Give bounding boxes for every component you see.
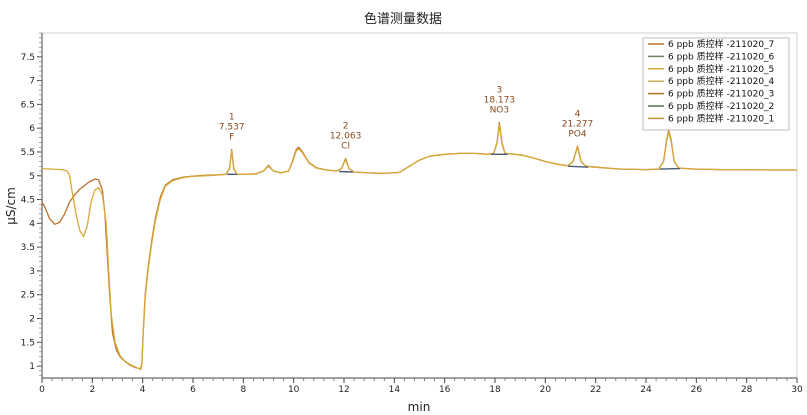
peak-number: 1	[229, 113, 235, 123]
x-tick-label: 18	[489, 385, 501, 395]
x-tick-label: 24	[640, 385, 652, 395]
x-tick-label: 30	[791, 385, 803, 395]
y-tick-label: 1.5	[21, 338, 35, 348]
peak-time: 21.277	[562, 119, 594, 129]
peak-number: 4	[575, 109, 581, 119]
y-tick-label: 2.5	[21, 291, 35, 301]
baseline-layer	[227, 153, 681, 175]
peak-number: 2	[343, 122, 349, 132]
legend: 6 ppb 质控样 -211020_76 ppb 质控样 -211020_66 …	[642, 37, 790, 131]
series-line-2	[41, 123, 797, 370]
legend-entry: 6 ppb 质控样 -211020_2	[668, 100, 774, 112]
peak-time: 18.173	[484, 95, 516, 105]
x-ticks: 0 2 4 6 8 10 12 14 16 18 20 22 24 26 28 30	[39, 378, 803, 395]
x-tick-label: 2	[89, 385, 95, 395]
x-tick-label: 16	[439, 385, 451, 395]
x-tick-label: 22	[590, 385, 601, 395]
legend-entry: 6 ppb 质控样 -211020_1	[668, 112, 774, 124]
y-ticks: 1 1.5 2 2.5 3 3.5 4 4.5 5 5.5 6 6.5 7 7.5	[21, 32, 42, 376]
y-tick-label: 4.5	[21, 196, 35, 206]
x-tick-label: 12	[338, 385, 349, 395]
peak-name: F	[229, 133, 234, 143]
x-tick-label: 10	[288, 385, 300, 395]
y-tick-label: 3	[29, 267, 35, 277]
peak-baseline	[659, 167, 681, 170]
peak-baseline	[338, 170, 353, 173]
y-tick-label: 2	[29, 315, 35, 325]
y-tick-label: 3.5	[21, 243, 35, 253]
x-tick-label: 20	[540, 385, 552, 395]
legend-entry: 6 ppb 质控样 -211020_4	[668, 75, 775, 87]
legend-entry: 6 ppb 质控样 -211020_5	[668, 63, 774, 75]
peak-name: PO4	[568, 129, 587, 139]
series-layer	[41, 121, 797, 371]
x-axis-label: min	[408, 400, 431, 414]
peak-time: 12.063	[330, 132, 362, 142]
legend-entry: 6 ppb 质控样 -211020_6	[668, 50, 775, 62]
x-tick-label: 4	[140, 385, 146, 395]
legend-entry: 6 ppb 质控样 -211020_3	[668, 88, 774, 100]
y-tick-label: 7.5	[21, 53, 35, 63]
y-axis-label: µS/cm	[4, 187, 18, 225]
y-tick-label: 4	[29, 219, 35, 229]
peak-number: 3	[496, 85, 502, 95]
y-tick-label: 1	[29, 362, 35, 372]
x-tick-label: 6	[190, 385, 196, 395]
chart-title: 色谱测量数据	[364, 11, 442, 27]
y-tick-label: 6	[29, 124, 35, 134]
y-tick-label: 5	[29, 172, 35, 182]
peak-name: NO3	[490, 105, 510, 115]
peak-baseline	[567, 165, 589, 168]
x-tick-label: 14	[389, 385, 401, 395]
x-tick-label: 28	[741, 385, 753, 395]
x-tick-label: 26	[691, 385, 703, 395]
legend-entry: 6 ppb 质控样 -211020_7	[668, 38, 774, 50]
x-tick-label: 0	[39, 385, 45, 395]
y-tick-label: 6.5	[21, 100, 35, 110]
x-tick-label: 8	[240, 385, 246, 395]
peak-time: 7.537	[219, 123, 245, 133]
legend-box	[642, 37, 790, 131]
y-tick-label: 5.5	[21, 148, 35, 158]
peak-name: Cl	[341, 142, 350, 152]
y-tick-label: 7	[29, 77, 35, 87]
